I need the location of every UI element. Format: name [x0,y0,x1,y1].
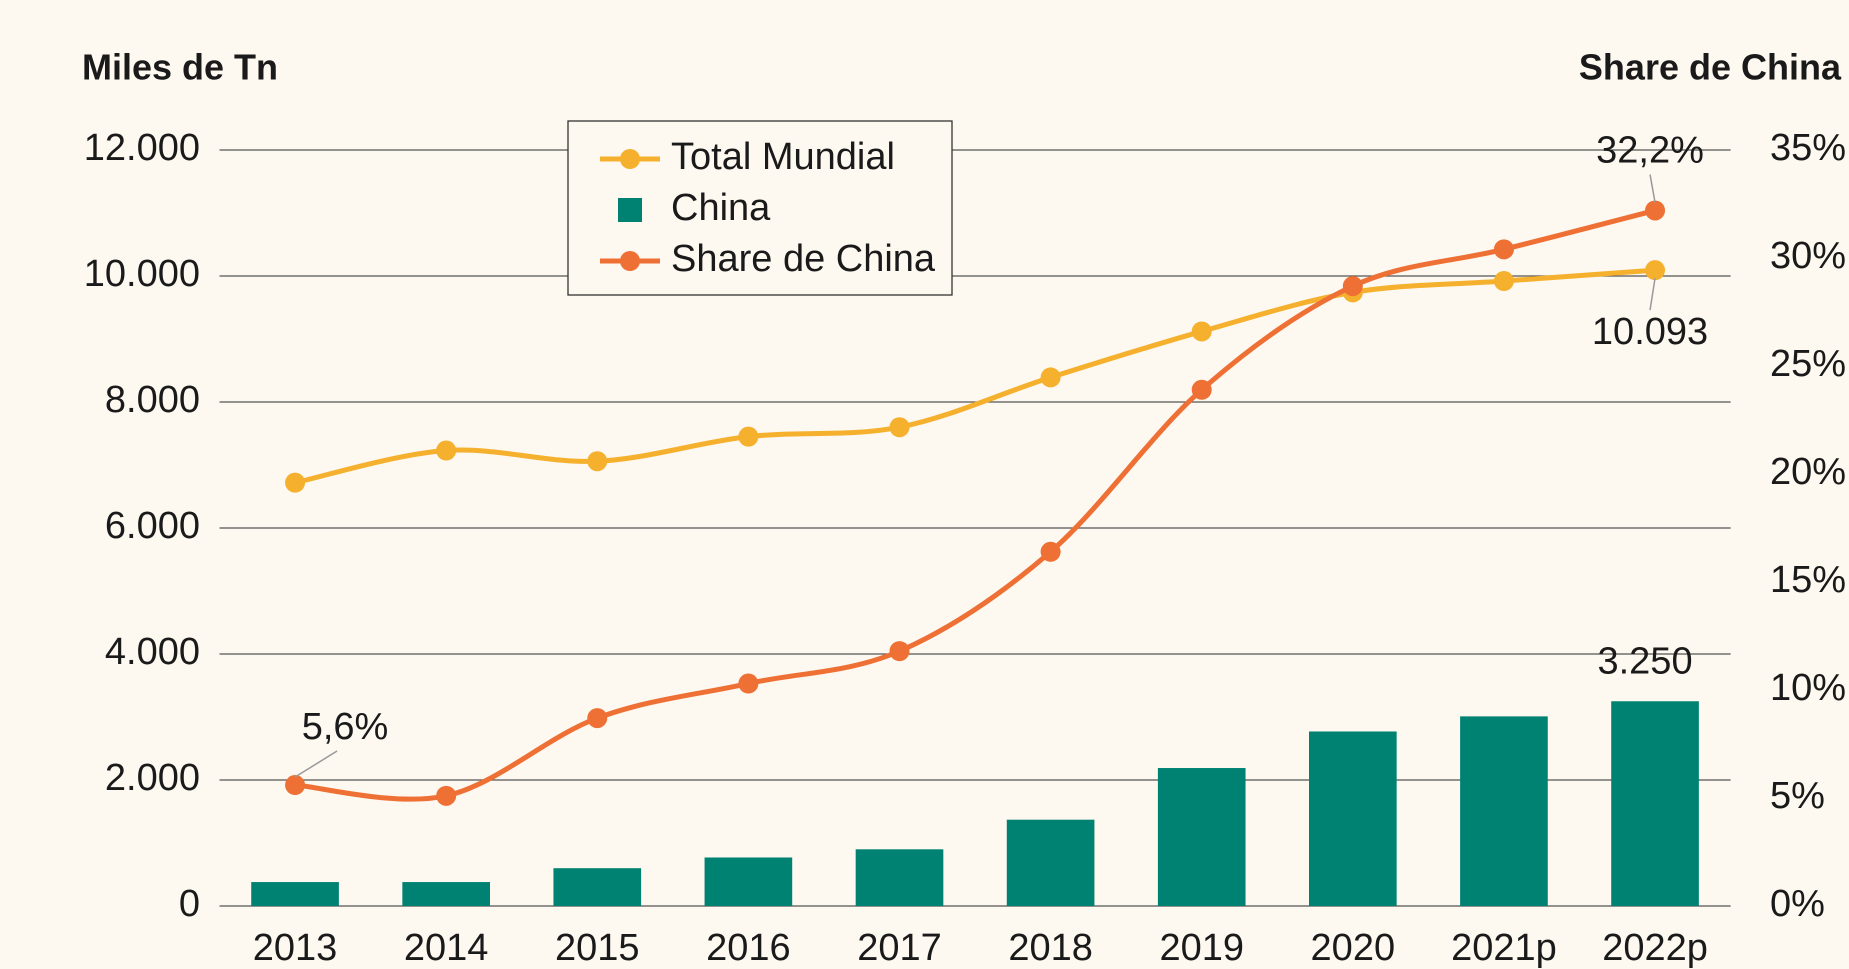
y-tick-label: 6.000 [105,505,200,547]
legend-label: China [671,187,771,229]
line [294,267,1656,486]
data-label: 10.093 [1592,311,1708,353]
x-tick-label: 2022p [1602,927,1708,969]
data-label: 32,2% [1596,130,1704,172]
x-tick-label: 2014 [404,927,489,969]
leader-line [294,750,338,778]
y-tick-label: 2.000 [105,757,200,799]
bar [704,857,793,906]
x-tick-label: 2017 [857,927,942,969]
y-tick-label: 12.000 [84,127,200,169]
x-tick-label: 2020 [1311,927,1396,969]
x-tick-label: 2019 [1159,927,1244,969]
x-tick-label: 2021p [1451,927,1557,969]
point [738,426,759,447]
point [738,673,759,694]
legend-swatch [620,149,640,169]
point [1645,200,1666,221]
leader-line [1649,278,1656,311]
y2-tick-label: 20% [1770,451,1846,493]
point [1645,260,1666,281]
point [436,440,457,461]
bar [553,868,642,906]
y-axis-title: Miles de Tn [82,47,278,88]
x-tick-label: 2016 [706,927,791,969]
bar [855,849,944,906]
y2-tick-label: 5% [1770,775,1825,817]
point [1040,367,1061,388]
point [587,451,608,472]
point [889,641,910,662]
point [1191,321,1212,342]
y2-tick-label: 10% [1770,667,1846,709]
y2-tick-label: 0% [1770,883,1825,925]
point [1493,239,1514,260]
legend-label: Share de China [671,238,936,280]
point [1342,276,1363,297]
bar [1157,768,1246,906]
point [285,775,306,796]
point [587,708,608,729]
y2-tick-label: 15% [1770,559,1846,601]
y2-tick-label: 30% [1770,235,1846,277]
legend-label: Total Mundial [671,136,895,178]
point [1493,271,1514,292]
legend-swatch [620,251,640,271]
data-label: 5,6% [302,706,389,748]
x-tick-label: 2015 [555,927,640,969]
point [1191,379,1212,400]
legend-swatch [618,198,642,222]
y-tick-label: 4.000 [105,631,200,673]
point [889,417,910,438]
y2-tick-label: 35% [1770,127,1846,169]
y-tick-label: 0 [179,883,200,925]
bar [1006,819,1095,906]
x-tick-label: 2013 [253,927,338,969]
x-tick-label: 2018 [1008,927,1093,969]
y-tick-label: 10.000 [84,253,200,295]
y-tick-label: 8.000 [105,379,200,421]
bar [1309,731,1397,906]
y2-tick-label: 25% [1770,343,1846,385]
leader-line [1649,174,1656,203]
bar [402,882,490,906]
data-label: 3.250 [1597,640,1692,682]
y2-axis-title: Share de China [1579,47,1842,88]
point [436,785,457,806]
line [294,208,1656,802]
bar [251,882,339,906]
point [1040,541,1061,562]
point [285,472,306,493]
bar [1460,716,1548,906]
bar [1611,701,1699,906]
